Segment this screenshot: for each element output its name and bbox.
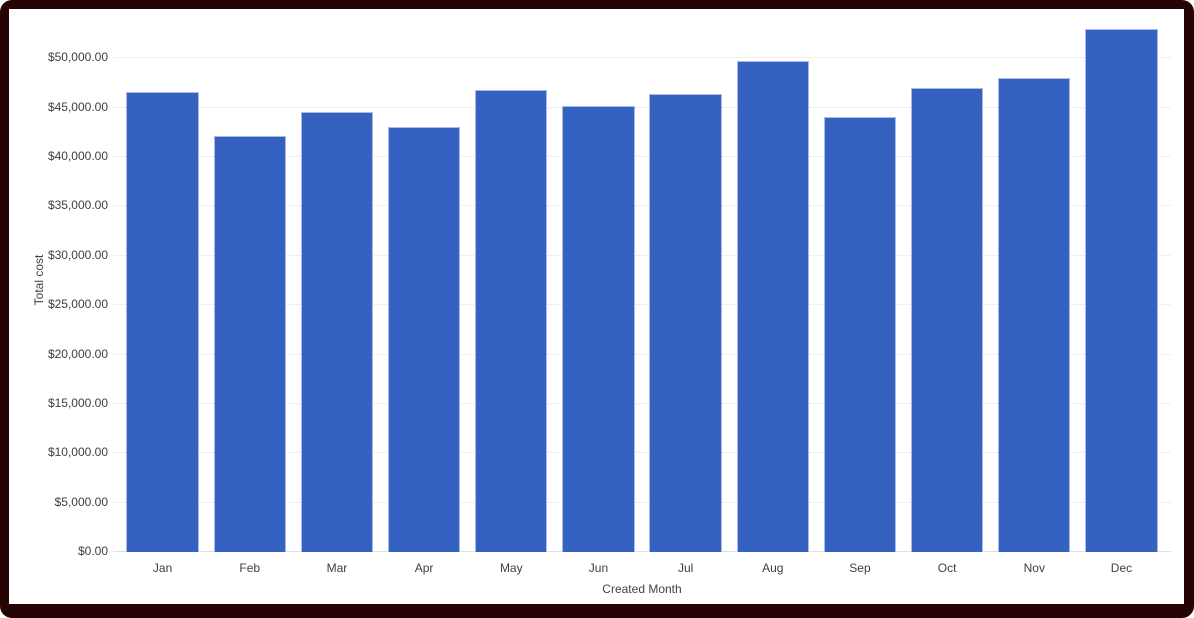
x-tick-jan: Jan: [152, 561, 173, 575]
bar-sep[interactable]: [823, 116, 897, 552]
gridline-40000: [113, 156, 1171, 158]
bar-slot-aug: [729, 61, 816, 552]
x-axis-labels: Jan Feb Mar Apr May Jun Jul Aug Sep Oct Nov Dec: [113, 560, 1171, 576]
y-axis-tick-labels: $0.00 $5,000.00 $10,000.00 $15,000.00 $20,00…: [9, 9, 108, 558]
gridline-35000: [113, 205, 1171, 207]
x-tick-dec: Dec: [1110, 561, 1133, 575]
y-tick-label: $40,000.00: [47, 149, 108, 164]
x-tick-feb: Feb: [239, 561, 261, 575]
x-tick-may: May: [499, 561, 523, 575]
y-tick-label: $15,000.00: [47, 395, 108, 410]
x-axis-title: Created Month: [602, 582, 682, 596]
bar-chart: Total cost $0.00 $5,000.00 $10,000.00 $15,0…: [9, 9, 1184, 604]
bar-dec[interactable]: [1085, 29, 1158, 552]
bar-slot-apr: [381, 126, 468, 552]
bar-slot-dec: [1078, 29, 1165, 552]
bar-nov[interactable]: [998, 77, 1071, 552]
x-tick-jun: Jun: [588, 561, 609, 575]
bar-mar[interactable]: [300, 111, 374, 552]
y-tick-label: $10,000.00: [47, 445, 108, 460]
bar-slot-mar: [293, 111, 380, 552]
y-tick-label: $25,000.00: [47, 297, 108, 312]
y-tick-label: $20,000.00: [47, 346, 108, 361]
bar-feb[interactable]: [213, 136, 286, 552]
bar-slot-oct: [904, 87, 991, 552]
bar-jun[interactable]: [562, 105, 635, 552]
bar-apr[interactable]: [387, 126, 461, 552]
gridlines: [113, 9, 1171, 552]
bar-slot-feb: [206, 136, 293, 552]
bar-slot-sep: [816, 116, 903, 552]
bar-slot-nov: [991, 77, 1078, 552]
bar-oct[interactable]: [910, 87, 984, 552]
x-tick-aug: Aug: [762, 561, 784, 575]
y-tick-label: $30,000.00: [47, 247, 108, 262]
gridline-20000: [113, 353, 1171, 355]
gridline-25000: [113, 304, 1171, 306]
bar-jan[interactable]: [126, 91, 199, 552]
bar-aug[interactable]: [736, 61, 809, 552]
gridline-5000: [113, 501, 1171, 503]
y-tick-label: $45,000.00: [47, 99, 108, 114]
x-tick-apr: Apr: [414, 561, 434, 575]
gridline-50000: [113, 57, 1171, 59]
y-tick-label: $5,000.00: [54, 494, 108, 509]
bar-slot-jul: [642, 94, 729, 552]
bar-may[interactable]: [475, 90, 548, 552]
bar-jul[interactable]: [649, 94, 722, 552]
gridline-45000: [113, 106, 1171, 108]
bars-container: [113, 9, 1171, 552]
plot-area: [113, 9, 1171, 552]
bar-slot-may: [468, 90, 555, 552]
x-tick-mar: Mar: [326, 561, 348, 575]
bar-slot-jan: [119, 91, 206, 552]
x-tick-jul: Jul: [677, 561, 694, 575]
gridline-0: [113, 551, 1171, 552]
x-tick-oct: Oct: [937, 561, 957, 575]
gridline-15000: [113, 402, 1171, 404]
y-tick-label: $50,000.00: [47, 50, 108, 65]
gridline-10000: [113, 452, 1171, 454]
y-tick-label: $35,000.00: [47, 198, 108, 213]
y-tick-label: $0.00: [77, 544, 108, 558]
x-tick-nov: Nov: [1023, 561, 1045, 575]
x-tick-sep: Sep: [849, 561, 871, 575]
gridline-30000: [113, 254, 1171, 256]
bar-slot-jun: [555, 105, 642, 552]
